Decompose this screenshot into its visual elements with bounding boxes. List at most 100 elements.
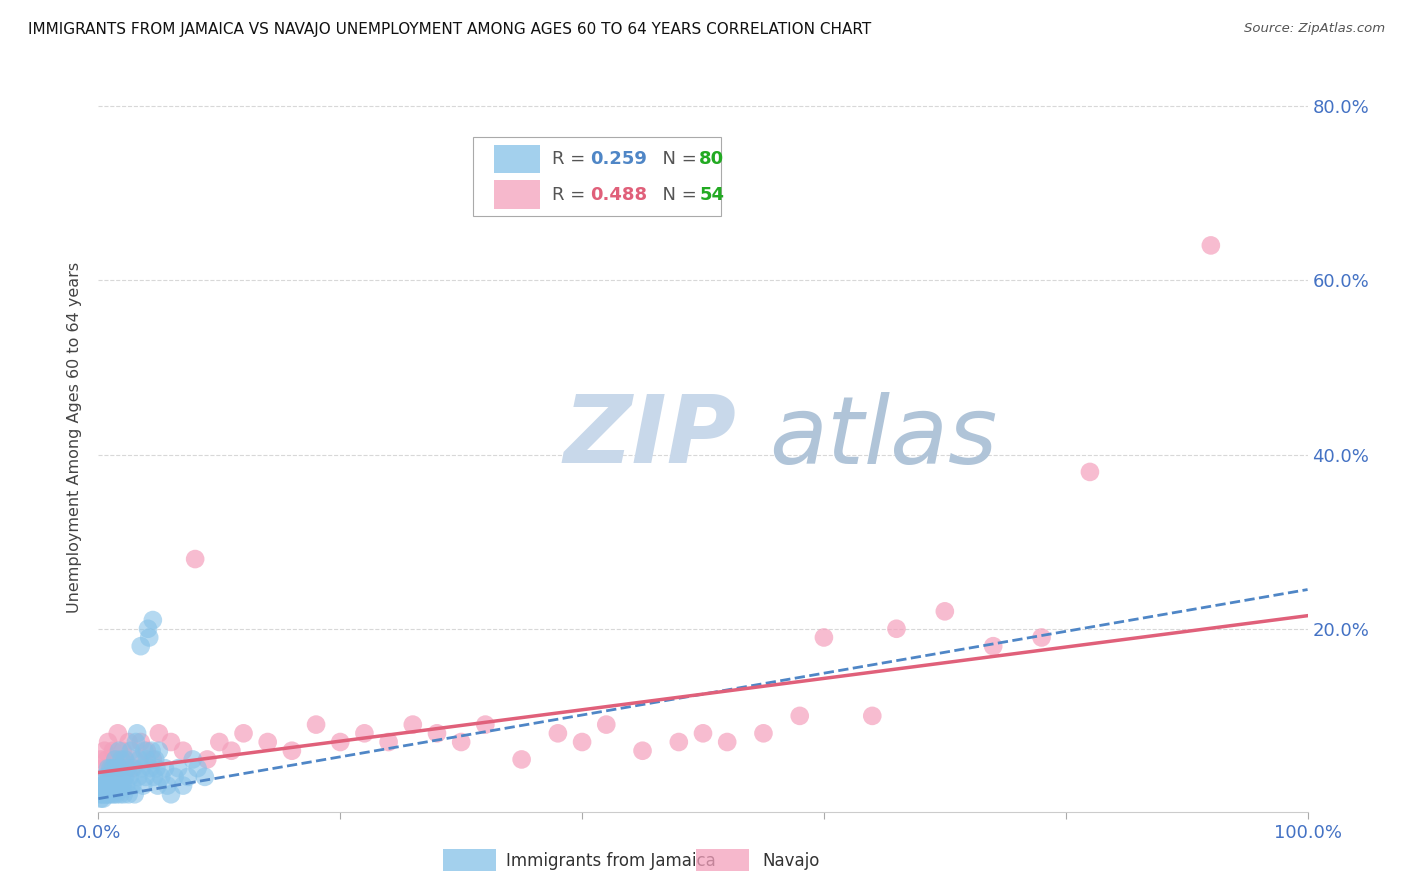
Point xyxy=(450,735,472,749)
Point xyxy=(789,709,811,723)
Point xyxy=(129,735,152,749)
Point xyxy=(136,622,159,636)
Point xyxy=(103,787,125,801)
Point xyxy=(101,761,124,775)
Point xyxy=(195,752,218,766)
Point xyxy=(107,726,129,740)
Point xyxy=(813,631,835,645)
Point xyxy=(115,779,138,793)
Point xyxy=(127,726,149,740)
Point xyxy=(112,787,135,801)
Point xyxy=(108,761,131,775)
Point xyxy=(101,744,124,758)
Point xyxy=(97,735,120,749)
Point xyxy=(426,726,449,740)
Point xyxy=(142,613,165,627)
Point xyxy=(105,761,128,775)
Point xyxy=(281,744,304,758)
Point xyxy=(150,770,173,784)
Point xyxy=(142,752,165,766)
Point xyxy=(108,761,131,775)
Y-axis label: Unemployment Among Ages 60 to 64 years: Unemployment Among Ages 60 to 64 years xyxy=(67,261,83,613)
Point xyxy=(146,779,169,793)
Point xyxy=(148,726,170,740)
Text: R =: R = xyxy=(551,150,591,168)
Point xyxy=(91,787,114,801)
Point xyxy=(114,770,136,784)
Text: IMMIGRANTS FROM JAMAICA VS NAVAJO UNEMPLOYMENT AMONG AGES 60 TO 64 YEARS CORRELA: IMMIGRANTS FROM JAMAICA VS NAVAJO UNEMPL… xyxy=(28,22,872,37)
Point xyxy=(187,761,209,775)
Point xyxy=(221,744,243,758)
FancyBboxPatch shape xyxy=(494,180,540,209)
Point xyxy=(118,735,141,749)
Point xyxy=(108,787,131,801)
Point xyxy=(141,744,163,758)
Point xyxy=(94,787,117,801)
Point xyxy=(163,770,186,784)
Point xyxy=(474,717,496,731)
Point xyxy=(110,770,132,784)
Point xyxy=(571,735,593,749)
Point xyxy=(1199,238,1222,252)
Point xyxy=(111,744,134,758)
Point xyxy=(97,779,120,793)
Point xyxy=(100,787,122,801)
Point xyxy=(98,770,121,784)
Point xyxy=(156,779,179,793)
Point xyxy=(232,726,254,740)
Text: 80: 80 xyxy=(699,150,724,168)
Point xyxy=(131,761,153,775)
Point xyxy=(148,744,170,758)
Point xyxy=(160,735,183,749)
Point xyxy=(167,761,190,775)
Point xyxy=(305,717,328,731)
Point xyxy=(114,752,136,766)
Point xyxy=(181,752,204,766)
Point xyxy=(110,752,132,766)
Point xyxy=(752,726,775,740)
Point xyxy=(184,552,207,566)
Point xyxy=(547,726,569,740)
Point xyxy=(510,752,533,766)
Point xyxy=(104,752,127,766)
Point xyxy=(135,752,157,766)
Point xyxy=(153,761,176,775)
Point xyxy=(121,779,143,793)
Text: 0.488: 0.488 xyxy=(591,186,648,203)
Point xyxy=(108,744,131,758)
Point xyxy=(692,726,714,740)
Point xyxy=(107,770,129,784)
Point xyxy=(134,744,156,758)
Point xyxy=(93,779,115,793)
Point xyxy=(981,639,1004,653)
Point xyxy=(194,770,217,784)
Point xyxy=(114,752,136,766)
Point xyxy=(100,779,122,793)
Point xyxy=(716,735,738,749)
Point xyxy=(94,779,117,793)
Point xyxy=(125,735,148,749)
Point xyxy=(402,717,425,731)
Point xyxy=(329,735,352,749)
Point xyxy=(97,761,120,775)
Point xyxy=(135,744,157,758)
Point xyxy=(132,779,155,793)
Point xyxy=(631,744,654,758)
Point xyxy=(145,761,167,775)
Point xyxy=(96,752,118,766)
Point xyxy=(256,735,278,749)
Text: N =: N = xyxy=(651,186,703,203)
Point xyxy=(860,709,883,723)
Point xyxy=(377,735,399,749)
Text: 54: 54 xyxy=(699,186,724,203)
Point xyxy=(121,761,143,775)
Point xyxy=(100,770,122,784)
Text: R =: R = xyxy=(551,186,591,203)
FancyBboxPatch shape xyxy=(494,145,540,173)
Point xyxy=(1078,465,1101,479)
Point xyxy=(143,770,166,784)
Point xyxy=(101,779,124,793)
Point xyxy=(118,770,141,784)
Point xyxy=(91,791,114,805)
Point xyxy=(104,779,127,793)
